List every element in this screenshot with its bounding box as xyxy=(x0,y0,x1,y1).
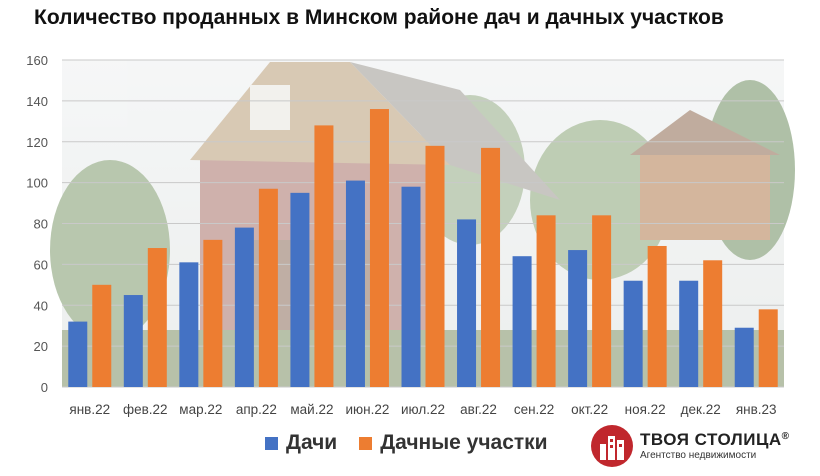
y-tick-label: 40 xyxy=(34,298,48,313)
bar-dachi xyxy=(679,280,699,387)
bar-uchastki xyxy=(758,309,778,387)
legend-label-dachi: Дачи xyxy=(286,431,338,454)
bar-uchastki xyxy=(92,284,112,387)
bar-uchastki xyxy=(703,260,723,387)
y-tick-label: 100 xyxy=(26,176,48,191)
bar-dachi xyxy=(290,192,310,387)
x-tick-label: апр.22 xyxy=(236,402,277,417)
y-tick-label: 60 xyxy=(34,257,48,272)
bar-uchastki xyxy=(258,188,278,387)
legend-label-uchastki: Дачные участки xyxy=(380,431,548,454)
y-tick-label: 140 xyxy=(26,94,48,109)
y-tick-label: 120 xyxy=(26,135,48,150)
x-tick-label: мар.22 xyxy=(179,402,222,417)
x-tick-label: ноя.22 xyxy=(625,402,666,417)
bar-dachi xyxy=(734,327,754,387)
x-tick-label: июл.22 xyxy=(401,402,445,417)
x-tick-label: дек.22 xyxy=(681,402,721,417)
bar-dachi xyxy=(401,186,421,387)
bar-uchastki xyxy=(147,248,167,387)
legend-swatch-dachi xyxy=(265,436,278,450)
x-tick-label: янв.23 xyxy=(736,402,777,417)
bar-uchastki xyxy=(481,147,501,387)
legend-item-uchastki: Дачные участки xyxy=(359,431,548,455)
x-tick-label: янв.22 xyxy=(69,402,110,417)
logo-tagline: Агентство недвижимости xyxy=(640,449,757,461)
x-tick-label: авг.22 xyxy=(460,402,497,417)
registered-mark: ® xyxy=(781,431,790,443)
x-tick-label: май.22 xyxy=(290,402,333,417)
building-logo-icon xyxy=(591,425,633,467)
y-tick-label: 0 xyxy=(41,380,48,395)
bar-dachi xyxy=(179,262,199,387)
x-tick-label: июн.22 xyxy=(346,402,390,417)
bar-dachi xyxy=(512,256,532,387)
y-axis-tick-labels: 0 20 40 60 80 100 120 140 160 xyxy=(26,53,48,395)
bar-uchastki xyxy=(592,215,612,387)
x-axis-tick-labels: янв.22 фев.22 мар.22 апр.22 май.22 июн.22 июл.… xyxy=(69,402,776,417)
legend: Дачи Дачные участки xyxy=(265,428,548,458)
logo-name: ТВОЯ СТОЛИЦА xyxy=(640,430,782,450)
x-tick-label: фев.22 xyxy=(123,402,168,417)
bar-dachi xyxy=(68,321,88,387)
bar-uchastki xyxy=(647,245,667,387)
bar-uchastki xyxy=(425,145,445,387)
agency-logo: ТВОЯ СТОЛИЦА® Агентство недвижимости xyxy=(590,423,815,469)
bar-chart: 0 20 40 60 80 100 120 140 160 янв.22 фев.22 мар.22… xyxy=(26,53,795,417)
bars xyxy=(68,109,778,388)
y-tick-label: 160 xyxy=(26,53,48,68)
bar-dachi xyxy=(123,295,143,387)
legend-swatch-uchastki xyxy=(359,436,373,450)
bar-dachi xyxy=(568,250,588,387)
bar-uchastki xyxy=(536,215,556,387)
bar-dachi xyxy=(234,227,254,387)
legend-item-dachi: Дачи xyxy=(265,431,337,455)
x-tick-label: сен.22 xyxy=(514,402,554,417)
x-tick-label: окт.22 xyxy=(571,402,608,417)
bar-dachi xyxy=(345,180,365,387)
bar-uchastki xyxy=(203,239,223,387)
bar-dachi xyxy=(623,280,643,387)
bar-uchastki xyxy=(314,125,334,388)
bar-dachi xyxy=(457,219,477,387)
chart-title: Количество проданных в Минском районе да… xyxy=(34,6,724,29)
bar-uchastki xyxy=(369,109,389,388)
y-tick-label: 80 xyxy=(34,217,48,232)
y-tick-label: 20 xyxy=(34,339,48,354)
